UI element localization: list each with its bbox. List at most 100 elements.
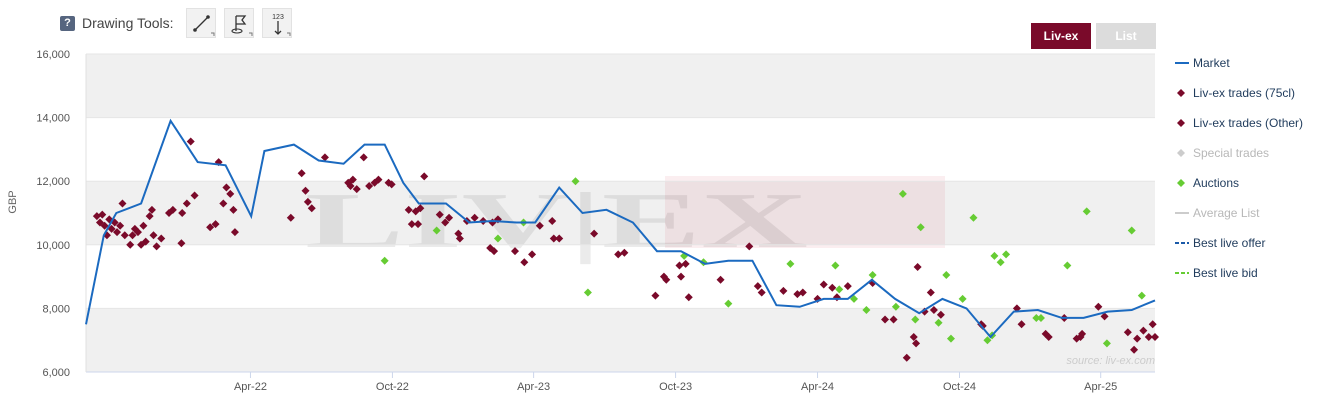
data-point: [286, 213, 295, 222]
line-tool-icon: [192, 15, 215, 36]
data-point: [420, 172, 429, 181]
data-point: [303, 197, 312, 206]
y-tick-label: 8,000: [42, 303, 70, 315]
data-point: [320, 153, 329, 162]
data-point: [535, 221, 544, 230]
data-point: [946, 334, 955, 343]
diamond-legend-icon: [1177, 89, 1185, 97]
data-point: [445, 213, 454, 222]
data-point: [1139, 326, 1148, 335]
data-point: [145, 212, 154, 221]
data-point: [139, 221, 148, 230]
data-point: [891, 302, 900, 311]
legend-item-market[interactable]: Market: [1175, 55, 1325, 71]
data-point: [969, 213, 978, 222]
data-point: [831, 261, 840, 270]
legend-item-best-live-offer[interactable]: Best live offer: [1175, 235, 1325, 251]
data-point: [455, 234, 464, 243]
data-point: [414, 220, 423, 229]
data-point: [407, 220, 416, 229]
flag-tool-button[interactable]: [223, 8, 254, 38]
data-point: [222, 183, 231, 192]
data-series: [85, 118, 1159, 362]
data-point: [178, 209, 187, 217]
legend-item-liv-ex-trades-75cl[interactable]: Liv-ex trades (75cl): [1175, 85, 1325, 101]
data-point: [1078, 329, 1087, 338]
data-point: [850, 294, 859, 303]
data-point: [913, 263, 922, 272]
data-point: [1151, 333, 1159, 342]
data-point: [152, 242, 161, 251]
data-point: [297, 169, 306, 178]
data-point: [549, 234, 558, 243]
x-tick-label: Apr-25: [1084, 381, 1117, 393]
data-point: [832, 293, 841, 302]
data-point: [1123, 328, 1132, 337]
data-point: [1127, 226, 1136, 235]
data-point: [934, 318, 943, 327]
plot-band: [86, 181, 1155, 245]
legend-item-best-live-bid[interactable]: Best live bid: [1175, 265, 1325, 281]
data-point: [120, 231, 129, 240]
data-point: [493, 234, 502, 243]
data-point: [168, 205, 177, 214]
data-point: [190, 191, 199, 200]
data-point: [684, 293, 693, 302]
data-point: [1032, 313, 1041, 322]
legend-item-auctions[interactable]: Auctions: [1175, 175, 1325, 191]
data-point: [1094, 302, 1103, 311]
legend-label: Auctions: [1193, 176, 1240, 190]
data-point: [219, 199, 228, 208]
measure-tool-button[interactable]: 123: [261, 8, 292, 38]
legend-item-special-trades[interactable]: Special trades: [1175, 145, 1325, 161]
data-point: [1017, 320, 1026, 329]
data-point: [520, 258, 529, 267]
y-axis-ticks: 6,000 8,000 10,000 12,000 14,000 16,000: [36, 49, 70, 379]
data-point: [724, 299, 733, 308]
data-point: [100, 221, 109, 230]
data-point: [380, 256, 389, 265]
data-point: [374, 175, 383, 184]
data-point: [157, 234, 166, 243]
data-point: [614, 250, 623, 259]
data-point: [177, 239, 186, 248]
data-point: [1137, 291, 1146, 300]
legend-item-average-list[interactable]: Average List: [1175, 205, 1325, 221]
line-tool-button[interactable]: [185, 8, 216, 38]
data-point: [779, 286, 788, 295]
data-point: [862, 305, 871, 314]
data-point: [912, 339, 921, 348]
drawing-tools-label: Drawing Tools:: [82, 15, 174, 31]
data-point: [116, 221, 125, 230]
data-point: [510, 247, 519, 256]
legend-item-liv-ex-trades-other[interactable]: Liv-ex trades (Other): [1175, 115, 1325, 131]
x-tick-label: Oct-24: [943, 381, 976, 393]
data-point: [211, 220, 220, 229]
y-tick-label: 6,000: [42, 367, 70, 379]
data-point: [929, 305, 938, 314]
y-axis-label: GBP: [7, 190, 19, 213]
dash-legend-icon: [1175, 242, 1189, 244]
data-point: [206, 223, 215, 232]
tab-livex[interactable]: Liv-ex: [1031, 23, 1091, 49]
data-point: [229, 205, 238, 214]
data-point: [435, 210, 444, 219]
data-point: [745, 242, 754, 251]
data-point: [677, 272, 686, 281]
data-point: [958, 294, 967, 303]
data-point: [186, 137, 195, 146]
data-point: [753, 282, 762, 291]
data-point: [1044, 333, 1053, 342]
data-point: [651, 291, 660, 300]
data-point: [141, 237, 150, 246]
data-point: [98, 210, 107, 219]
view-tabs: Liv-ex List: [1031, 23, 1156, 49]
diamond-legend-icon: [1177, 149, 1185, 157]
tab-list[interactable]: List: [1096, 23, 1156, 49]
data-point: [819, 280, 828, 289]
data-point: [996, 258, 1005, 267]
data-point: [990, 251, 999, 260]
help-icon[interactable]: ?: [60, 15, 75, 31]
data-point: [133, 228, 142, 237]
drawing-toolbar: ? Drawing Tools: 123: [60, 6, 300, 40]
